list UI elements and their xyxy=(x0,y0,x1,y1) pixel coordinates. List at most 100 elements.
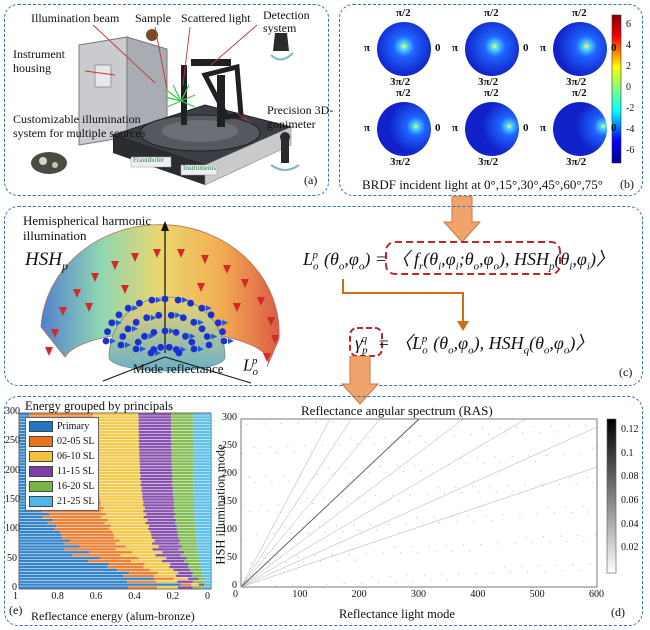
energy-bar-Primary xyxy=(19,433,31,437)
ras-point xyxy=(443,492,446,495)
ras-point xyxy=(436,435,438,437)
energy-bar-06-10 SL xyxy=(108,518,148,522)
energy-bar-16-20 SL xyxy=(171,466,194,469)
colorbar-b-tick-0: 6 xyxy=(626,18,631,30)
energy-bar-06-10 SL xyxy=(94,448,140,451)
energy-bar-21-25 SL xyxy=(193,480,211,484)
energy-bar-16-20 SL xyxy=(191,574,203,577)
blue-mode-dot xyxy=(187,299,195,307)
ras-point xyxy=(367,437,369,439)
leader-lines xyxy=(84,24,258,124)
energy-bar-11-15 SL xyxy=(152,548,179,551)
ras-point xyxy=(458,573,460,575)
energy-bar-11-15 SL xyxy=(138,439,172,443)
energy-bar-11-15 SL xyxy=(139,460,172,463)
energy-bar-21-25 SL xyxy=(194,510,211,513)
energy-bar-16-20 SL xyxy=(173,510,194,513)
ras-point xyxy=(567,425,570,427)
energy-bar-02-05 SL xyxy=(127,580,157,583)
energy-bar-11-15 SL xyxy=(139,448,172,451)
energy-bar-21-25 SL xyxy=(194,521,211,525)
ras-point xyxy=(477,457,479,459)
energy-bar-06-10 SL xyxy=(131,559,162,563)
ras-point xyxy=(422,522,424,524)
ras-point xyxy=(373,443,375,445)
ras-point xyxy=(255,533,257,535)
illumination-beams xyxy=(164,84,196,108)
energy-bar-16-20 SL xyxy=(178,536,197,539)
energy-bar-21-25 SL xyxy=(195,518,211,522)
ras-point xyxy=(473,520,475,523)
blue-mode-dot xyxy=(115,311,123,319)
pole-bottom-5: 3π/2 xyxy=(566,156,587,168)
ras-point xyxy=(260,504,262,506)
lop-symbol: Lop xyxy=(243,355,258,379)
ras-point xyxy=(424,441,427,443)
ras-point xyxy=(438,487,440,489)
ras-point xyxy=(417,551,419,553)
energy-bar-16-20 SL xyxy=(173,495,194,498)
ras-point xyxy=(287,445,289,447)
ras-point xyxy=(397,465,399,467)
energy-bar-Primary xyxy=(19,436,31,440)
ras-point xyxy=(499,427,501,429)
red-illum-arrow xyxy=(223,265,231,274)
equation-2: γpq = 〈Lop (θo,φo), HSHq(θo,φo)〉 xyxy=(355,333,594,357)
energy-bar-Primary xyxy=(19,425,31,428)
blue-mode-dot xyxy=(219,328,226,336)
ras-point xyxy=(490,520,492,522)
energy-bar-21-25 SL xyxy=(197,545,211,548)
energy-bar-02-05 SL xyxy=(54,527,109,531)
energy-bar-16-20 SL xyxy=(193,571,203,575)
energy-bar-06-10 SL xyxy=(115,548,153,551)
blue-mode-dot xyxy=(102,337,110,345)
ras-point xyxy=(553,512,555,514)
energy-bar-16-20 SL xyxy=(171,439,193,443)
blue-mode-dot xyxy=(220,337,228,345)
ras-point xyxy=(525,536,527,538)
energy-bar-11-15 SL xyxy=(139,477,172,481)
pole-right-5: 0 xyxy=(611,122,617,134)
pole-top-2: π/2 xyxy=(572,7,587,19)
energy-bar-21-25 SL xyxy=(198,551,211,554)
legend-label: 16-20 SL xyxy=(57,481,95,492)
blue-reflect-arrow xyxy=(182,297,189,304)
hemisphere-illustration xyxy=(40,221,280,384)
energy-bar-21-25 SL xyxy=(193,477,211,481)
panel-d-tag: (d) xyxy=(611,605,625,619)
ras-point xyxy=(370,524,372,526)
ras-point xyxy=(319,560,322,562)
energy-xtick-5: 0 xyxy=(205,591,210,602)
pole-top-0: π/2 xyxy=(396,7,411,19)
ras-point xyxy=(451,550,453,552)
blue-mode-dot xyxy=(174,296,182,304)
energy-bar-21-25 SL xyxy=(202,580,211,583)
ras-point xyxy=(428,545,430,547)
instrument-illustration xyxy=(31,24,300,186)
ras-point xyxy=(423,574,425,576)
blue-mode-dot xyxy=(132,345,140,353)
energy-bar-06-10 SL xyxy=(99,492,143,495)
energy-xtick-2: 0.6 xyxy=(89,591,103,602)
blue-reflect-arrow xyxy=(125,342,131,348)
energy-bar-02-05 SL xyxy=(88,559,131,563)
energy-xtick-0: 1 xyxy=(13,591,18,602)
ras-point xyxy=(334,473,336,475)
panel-b-tag: (b) xyxy=(620,177,634,191)
energy-bar-06-10 SL xyxy=(94,454,140,457)
energy-bar-06-10 SL xyxy=(93,416,139,419)
ras-point xyxy=(431,464,433,466)
energy-bar-16-20 SL xyxy=(173,492,194,495)
brdf-disc-3 xyxy=(377,102,431,156)
energy-bar-11-15 SL xyxy=(155,554,181,557)
legend-label: 11-15 SL xyxy=(57,466,95,477)
ras-ctick-2: 0.08 xyxy=(621,471,639,483)
ras-point xyxy=(381,500,383,502)
ras-point xyxy=(527,571,529,573)
mode-reflectance-label: Mode reflectance xyxy=(133,361,224,376)
ras-diagonal xyxy=(240,418,381,588)
energy-bar-06-10 SL xyxy=(93,445,139,448)
energy-bar-21-25 SL xyxy=(193,495,211,498)
energy-ytick-4: 200 xyxy=(5,464,20,476)
energy-bar-Primary xyxy=(19,530,60,533)
